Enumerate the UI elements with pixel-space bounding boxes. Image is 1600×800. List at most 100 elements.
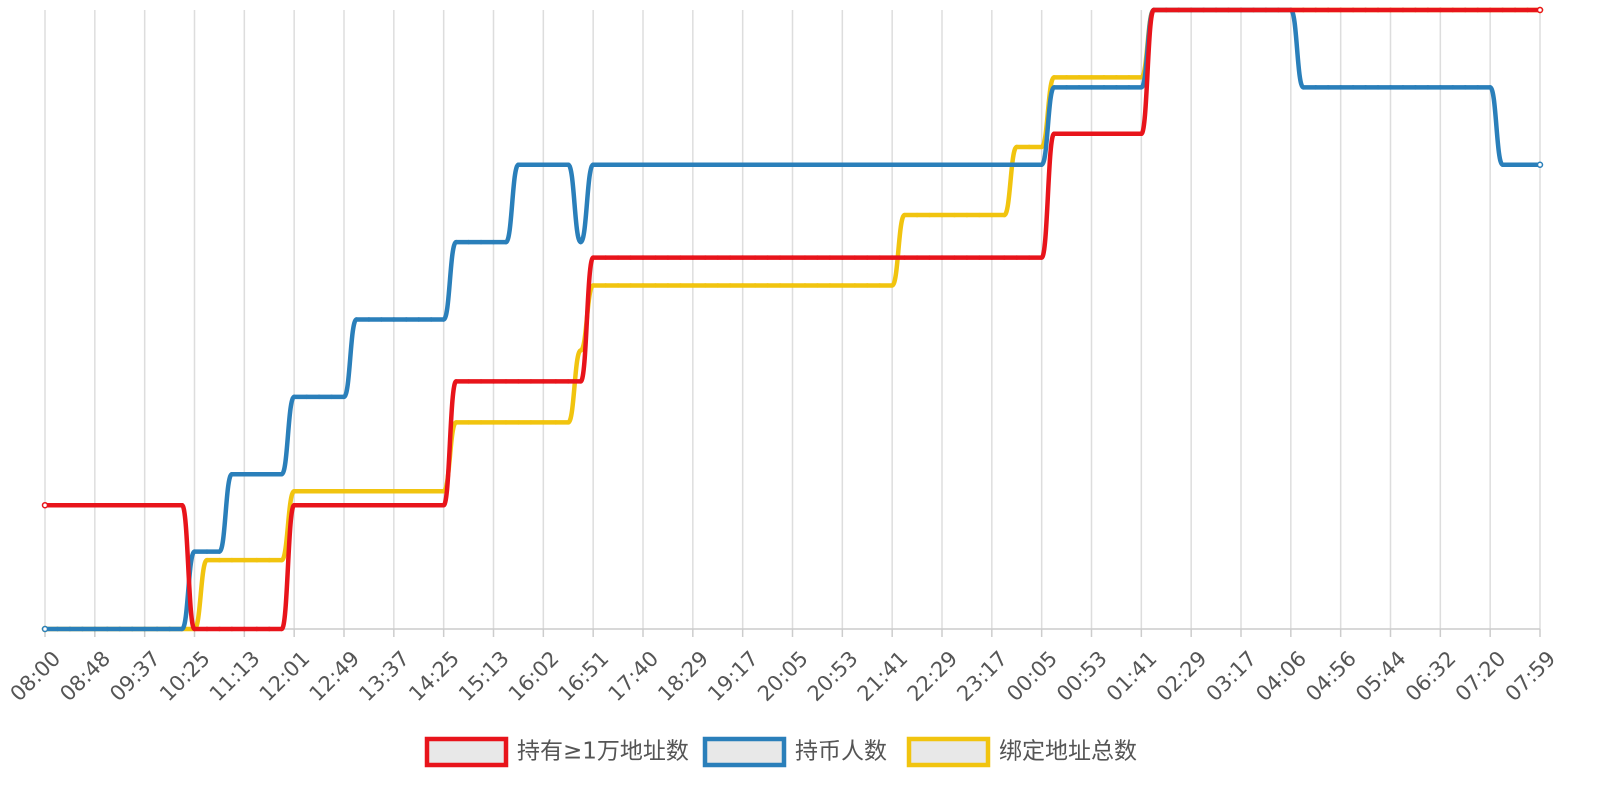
data-point (615, 162, 621, 167)
data-point (952, 212, 957, 218)
data-point (67, 503, 73, 508)
data-point (1536, 161, 1544, 168)
x-tick-label: 09:37 (105, 646, 165, 706)
data-point (366, 317, 372, 322)
data-point (1512, 7, 1518, 13)
data-point (130, 503, 135, 508)
data-point (615, 283, 621, 288)
data-point (416, 489, 421, 494)
data-point (665, 283, 671, 288)
data-point (80, 626, 85, 632)
data-point (1276, 7, 1281, 13)
data-point (1326, 7, 1331, 13)
data-point (1425, 7, 1431, 13)
legend-item: 持币人数 (702, 736, 887, 768)
data-point (1051, 131, 1057, 136)
data-point (1525, 7, 1530, 13)
data-point (815, 255, 820, 260)
data-point (1039, 162, 1044, 167)
data-point (503, 239, 509, 245)
data-point (1413, 85, 1418, 90)
legend-item: 绑定地址总数 (906, 736, 1137, 768)
data-point (304, 394, 309, 400)
data-point (528, 162, 534, 167)
data-point (566, 379, 571, 384)
data-point (603, 255, 608, 260)
data-point (914, 212, 920, 218)
data-point (453, 420, 459, 425)
data-point (989, 212, 995, 218)
data-point (802, 162, 808, 167)
data-point (466, 379, 471, 384)
data-point (752, 255, 758, 260)
data-point (92, 626, 98, 632)
data-point (1525, 162, 1530, 167)
data-point (777, 255, 783, 260)
data-point (1051, 75, 1057, 80)
data-point (41, 501, 49, 509)
data-point (366, 489, 372, 494)
data-point (790, 283, 795, 288)
data-point (267, 472, 272, 477)
x-tick-label: 16:51 (554, 646, 614, 706)
data-point (516, 420, 521, 425)
data-point (528, 420, 534, 425)
data-point (1375, 85, 1381, 90)
data-point (653, 162, 658, 167)
data-point (840, 255, 845, 260)
data-point (1450, 85, 1455, 90)
data-point (1388, 7, 1393, 13)
data-point (1014, 162, 1019, 167)
data-point (603, 162, 608, 167)
data-point (291, 394, 297, 400)
x-tick-label: 07:59 (1501, 646, 1561, 706)
data-point (453, 239, 459, 245)
data-point (1251, 7, 1256, 13)
data-point (354, 317, 359, 322)
data-point (827, 255, 833, 260)
data-point (1463, 85, 1468, 90)
x-tick-label: 16:02 (504, 646, 564, 706)
x-tick-label: 12:01 (255, 646, 315, 706)
data-point (1126, 75, 1132, 80)
data-point (1114, 131, 1119, 136)
data-point (977, 255, 982, 260)
data-point (964, 212, 970, 218)
data-point (491, 420, 496, 425)
data-point (453, 379, 459, 384)
data-point (939, 255, 945, 260)
data-point (715, 255, 720, 260)
data-point (765, 283, 770, 288)
data-point (1101, 85, 1107, 90)
data-point (790, 255, 795, 260)
data-point (914, 255, 920, 260)
data-point (379, 503, 384, 508)
data-point (1475, 7, 1480, 13)
data-point (1500, 162, 1505, 167)
data-point (1076, 75, 1082, 80)
data-point (117, 503, 122, 508)
x-tick-label: 04:56 (1301, 646, 1361, 706)
data-point (678, 283, 683, 288)
data-point (728, 255, 733, 260)
data-point (491, 239, 496, 245)
x-tick-label: 05:44 (1351, 646, 1411, 706)
data-point (628, 283, 633, 288)
data-point (192, 549, 197, 554)
data-point (1350, 7, 1356, 13)
data-point (927, 162, 932, 167)
data-point (1089, 131, 1094, 136)
data-point (391, 317, 397, 322)
data-point (441, 489, 446, 494)
data-point (1463, 7, 1468, 13)
data-point (653, 255, 658, 260)
data-point (1139, 131, 1144, 136)
data-point (1363, 85, 1368, 90)
data-point (802, 283, 808, 288)
data-point (1338, 85, 1343, 90)
data-point (740, 255, 745, 260)
data-point (354, 503, 359, 508)
data-point (1338, 7, 1343, 13)
data-point (1064, 85, 1069, 90)
data-point (578, 348, 583, 353)
